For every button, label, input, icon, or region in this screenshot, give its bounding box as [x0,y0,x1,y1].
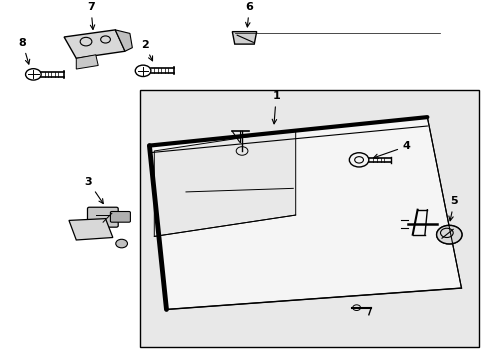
Circle shape [436,225,461,244]
Text: 7: 7 [87,2,95,30]
Text: 3: 3 [84,177,103,203]
Text: 4: 4 [373,141,410,158]
Bar [140,90,478,347]
Text: 1: 1 [272,91,280,124]
Polygon shape [232,32,256,44]
Polygon shape [115,30,132,51]
FancyBboxPatch shape [87,207,118,227]
FancyBboxPatch shape [110,212,130,222]
Text: 8: 8 [19,38,30,64]
Text: 6: 6 [245,2,253,27]
Polygon shape [76,55,98,69]
Polygon shape [64,30,125,58]
Circle shape [116,239,127,248]
Text: 5: 5 [448,196,457,221]
Text: 2: 2 [141,40,152,61]
Polygon shape [149,117,461,310]
Polygon shape [69,219,113,240]
Polygon shape [154,130,295,237]
